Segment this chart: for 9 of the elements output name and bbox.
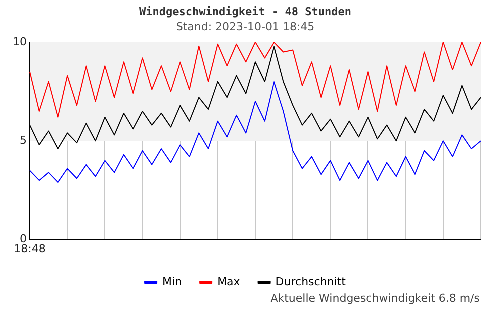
chart-title: Windgeschwindigkeit - 48 Stunden [140,5,352,18]
x-tick-label: 18:48 [14,242,46,256]
y-tick-label: 10 [12,35,27,48]
chart-subtitle: Stand: 2023-10-01 18:45 [176,20,315,34]
legend-label: Min [162,275,182,288]
legend-label: Durchschnitt [276,275,347,288]
y-tick-label: 5 [20,134,27,147]
text: Aktuelle Windgeschwindigkeit 6.8 m/s [270,292,480,305]
legend-label: Max [218,275,241,288]
